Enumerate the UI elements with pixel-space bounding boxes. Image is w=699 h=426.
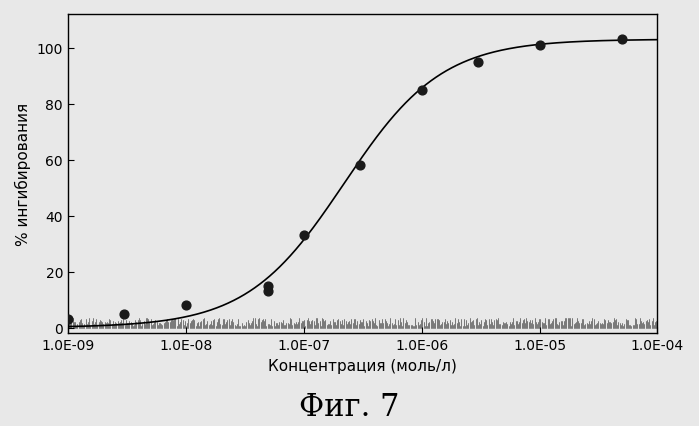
Point [298, 232, 310, 239]
Point [617, 37, 628, 43]
Point [263, 288, 274, 295]
X-axis label: Концентрация (моль/л): Концентрация (моль/л) [268, 358, 457, 373]
Point [119, 311, 130, 317]
Point [263, 282, 274, 289]
Text: Фиг. 7: Фиг. 7 [299, 391, 400, 422]
Point [473, 59, 484, 66]
Point [354, 162, 366, 169]
Point [534, 42, 545, 49]
Point [62, 316, 73, 323]
Point [416, 87, 427, 94]
Point [180, 302, 192, 309]
Y-axis label: % ингибирования: % ингибирования [15, 103, 31, 245]
